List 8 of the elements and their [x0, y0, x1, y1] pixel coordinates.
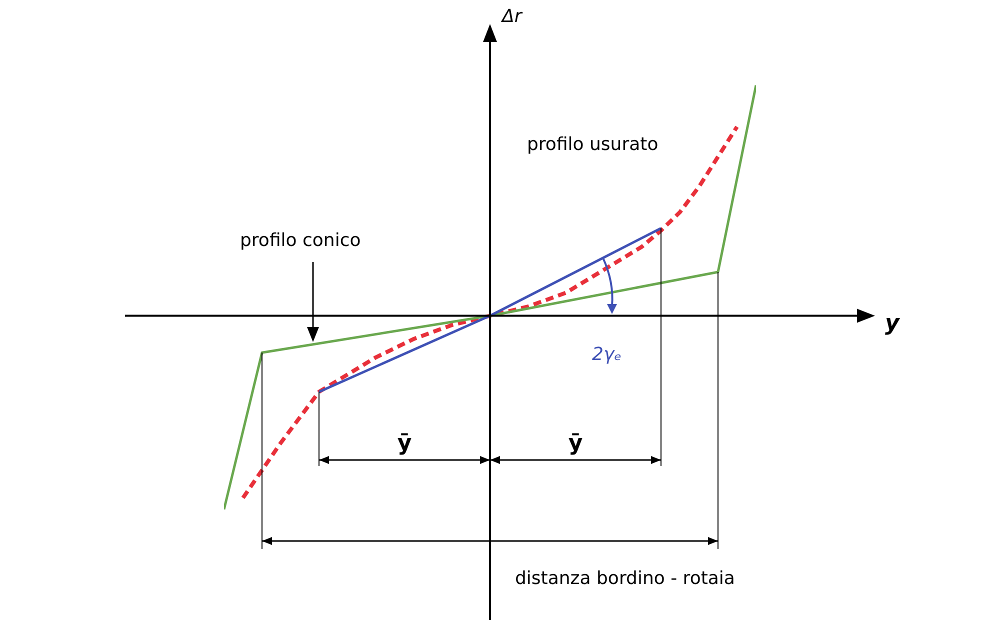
annotation: ȳ	[568, 431, 583, 456]
annotation: profilo usurato	[527, 134, 658, 155]
text: y	[885, 311, 901, 336]
annotation: ȳ	[397, 431, 412, 456]
annotation: 2γₑ	[592, 344, 622, 365]
text: distanza bordino - rotaia	[515, 568, 735, 589]
text: Δr	[500, 6, 524, 27]
annotation: profilo conico	[240, 230, 361, 251]
